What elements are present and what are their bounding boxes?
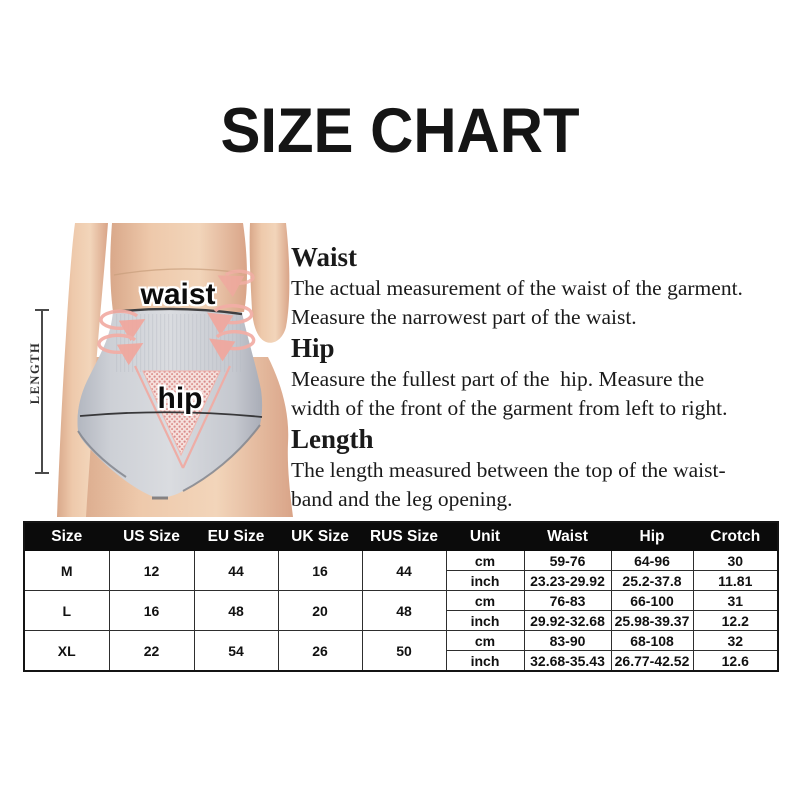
cell-waist: 23.23-29.92 bbox=[523, 570, 612, 591]
cell-size: L bbox=[23, 590, 110, 631]
length-dimension-line bbox=[35, 309, 49, 474]
cell-unit: inch bbox=[445, 610, 525, 631]
garment-illustration: LENGTH waist hip bbox=[28, 215, 300, 517]
cell-crotch: 30 bbox=[692, 550, 779, 571]
cell-rus-size: 44 bbox=[361, 550, 447, 591]
cell-uk-size: 16 bbox=[277, 550, 363, 591]
cell-hip: 26.77-42.52 bbox=[610, 650, 694, 672]
cell-hip: 25.98-39.37 bbox=[610, 610, 694, 631]
cell-crotch: 12.2 bbox=[692, 610, 779, 631]
col-header-size: Size bbox=[23, 521, 110, 551]
col-header-hip: Hip bbox=[610, 521, 694, 551]
cell-unit: cm bbox=[445, 590, 525, 611]
hip-heading: Hip bbox=[291, 333, 335, 363]
page-title: SIZE CHART bbox=[220, 96, 580, 166]
cell-crotch: 12.6 bbox=[692, 650, 779, 672]
cell-eu-size: 44 bbox=[193, 550, 279, 591]
cell-waist: 83-90 bbox=[523, 630, 612, 651]
cell-crotch: 11.81 bbox=[692, 570, 779, 591]
cell-crotch: 32 bbox=[692, 630, 779, 651]
cell-unit: cm bbox=[445, 550, 525, 571]
compression-swirl-arrows-icon bbox=[97, 269, 256, 366]
bra-line bbox=[113, 268, 243, 276]
cell-hip: 66-100 bbox=[610, 590, 694, 611]
cell-us-size: 22 bbox=[108, 630, 195, 672]
cell-uk-size: 20 bbox=[277, 590, 363, 631]
cell-waist: 32.68-35.43 bbox=[523, 650, 612, 672]
col-header-waist: Waist bbox=[523, 521, 612, 551]
cell-rus-size: 48 bbox=[361, 590, 447, 631]
cell-waist: 76-83 bbox=[523, 590, 612, 611]
cell-crotch: 31 bbox=[692, 590, 779, 611]
cell-unit: inch bbox=[445, 650, 525, 672]
cell-unit: cm bbox=[445, 630, 525, 651]
col-header-unit: Unit bbox=[445, 521, 525, 551]
waist-heading: Waist bbox=[291, 242, 358, 272]
length-desc-line: The length measured between the top of t… bbox=[291, 458, 726, 482]
right-arm-shape bbox=[249, 223, 290, 343]
col-header-uk-size: UK Size bbox=[277, 521, 363, 551]
cell-hip: 64-96 bbox=[610, 550, 694, 571]
size-chart-table: Size US Size EU Size UK Size RUS Size Un… bbox=[23, 521, 779, 672]
cell-waist: 59-76 bbox=[523, 550, 612, 571]
hip-desc-line: width of the front of the garment from l… bbox=[291, 396, 728, 420]
col-header-eu-size: EU Size bbox=[193, 521, 279, 551]
cell-us-size: 16 bbox=[108, 590, 195, 631]
col-header-rus-size: RUS Size bbox=[361, 521, 447, 551]
hip-desc-line: Measure the fullest part of the hip. Mea… bbox=[291, 367, 705, 391]
cell-us-size: 12 bbox=[108, 550, 195, 591]
measurement-descriptions: Waist The actual measurement of the wais… bbox=[291, 241, 791, 514]
length-desc-line: band and the leg opening. bbox=[291, 487, 513, 511]
col-header-crotch: Crotch bbox=[692, 521, 779, 551]
cell-size: M bbox=[23, 550, 110, 591]
cell-eu-size: 54 bbox=[193, 630, 279, 672]
cell-eu-size: 48 bbox=[193, 590, 279, 631]
table-header-row: Size US Size EU Size UK Size RUS Size Un… bbox=[23, 521, 779, 551]
col-header-us-size: US Size bbox=[108, 521, 195, 551]
cell-hip: 25.2-37.8 bbox=[610, 570, 694, 591]
waist-callout-label: waist bbox=[140, 278, 216, 311]
waist-desc-line: The actual measurement of the waist of t… bbox=[291, 276, 743, 300]
waist-desc-line: Measure the narrowest part of the waist. bbox=[291, 305, 637, 329]
cell-hip: 68-108 bbox=[610, 630, 694, 651]
cell-rus-size: 50 bbox=[361, 630, 447, 672]
hip-line bbox=[79, 411, 263, 418]
table-row: inch 23.23-29.92 25.2-37.8 11.81 bbox=[24, 570, 779, 591]
cell-uk-size: 26 bbox=[277, 630, 363, 672]
leg-opening-shadow-right bbox=[182, 424, 261, 492]
tummy-control-v-outline bbox=[134, 365, 231, 469]
length-heading: Length bbox=[291, 424, 374, 454]
table-row: inch 32.68-35.43 26.77-42.52 12.6 bbox=[24, 650, 779, 672]
torso-shape bbox=[110, 223, 247, 312]
cell-unit: inch bbox=[445, 570, 525, 591]
table-row: XL 22 54 26 50 cm 83-90 68-108 32 bbox=[23, 630, 779, 672]
length-label: LENGTH bbox=[28, 342, 42, 405]
hip-callout-label: hip bbox=[157, 382, 203, 415]
cell-size: XL bbox=[23, 630, 110, 672]
left-arm-shape bbox=[57, 223, 108, 517]
leg-opening-shadow-left bbox=[77, 430, 127, 478]
cell-waist: 29.92-32.68 bbox=[523, 610, 612, 631]
table-row: L 16 48 20 48 cm 76-83 66-100 31 bbox=[23, 590, 779, 631]
table-row: M 12 44 16 44 cm 59-76 64-96 30 bbox=[23, 550, 779, 591]
woman-figure-graphic: LENGTH bbox=[28, 223, 293, 517]
